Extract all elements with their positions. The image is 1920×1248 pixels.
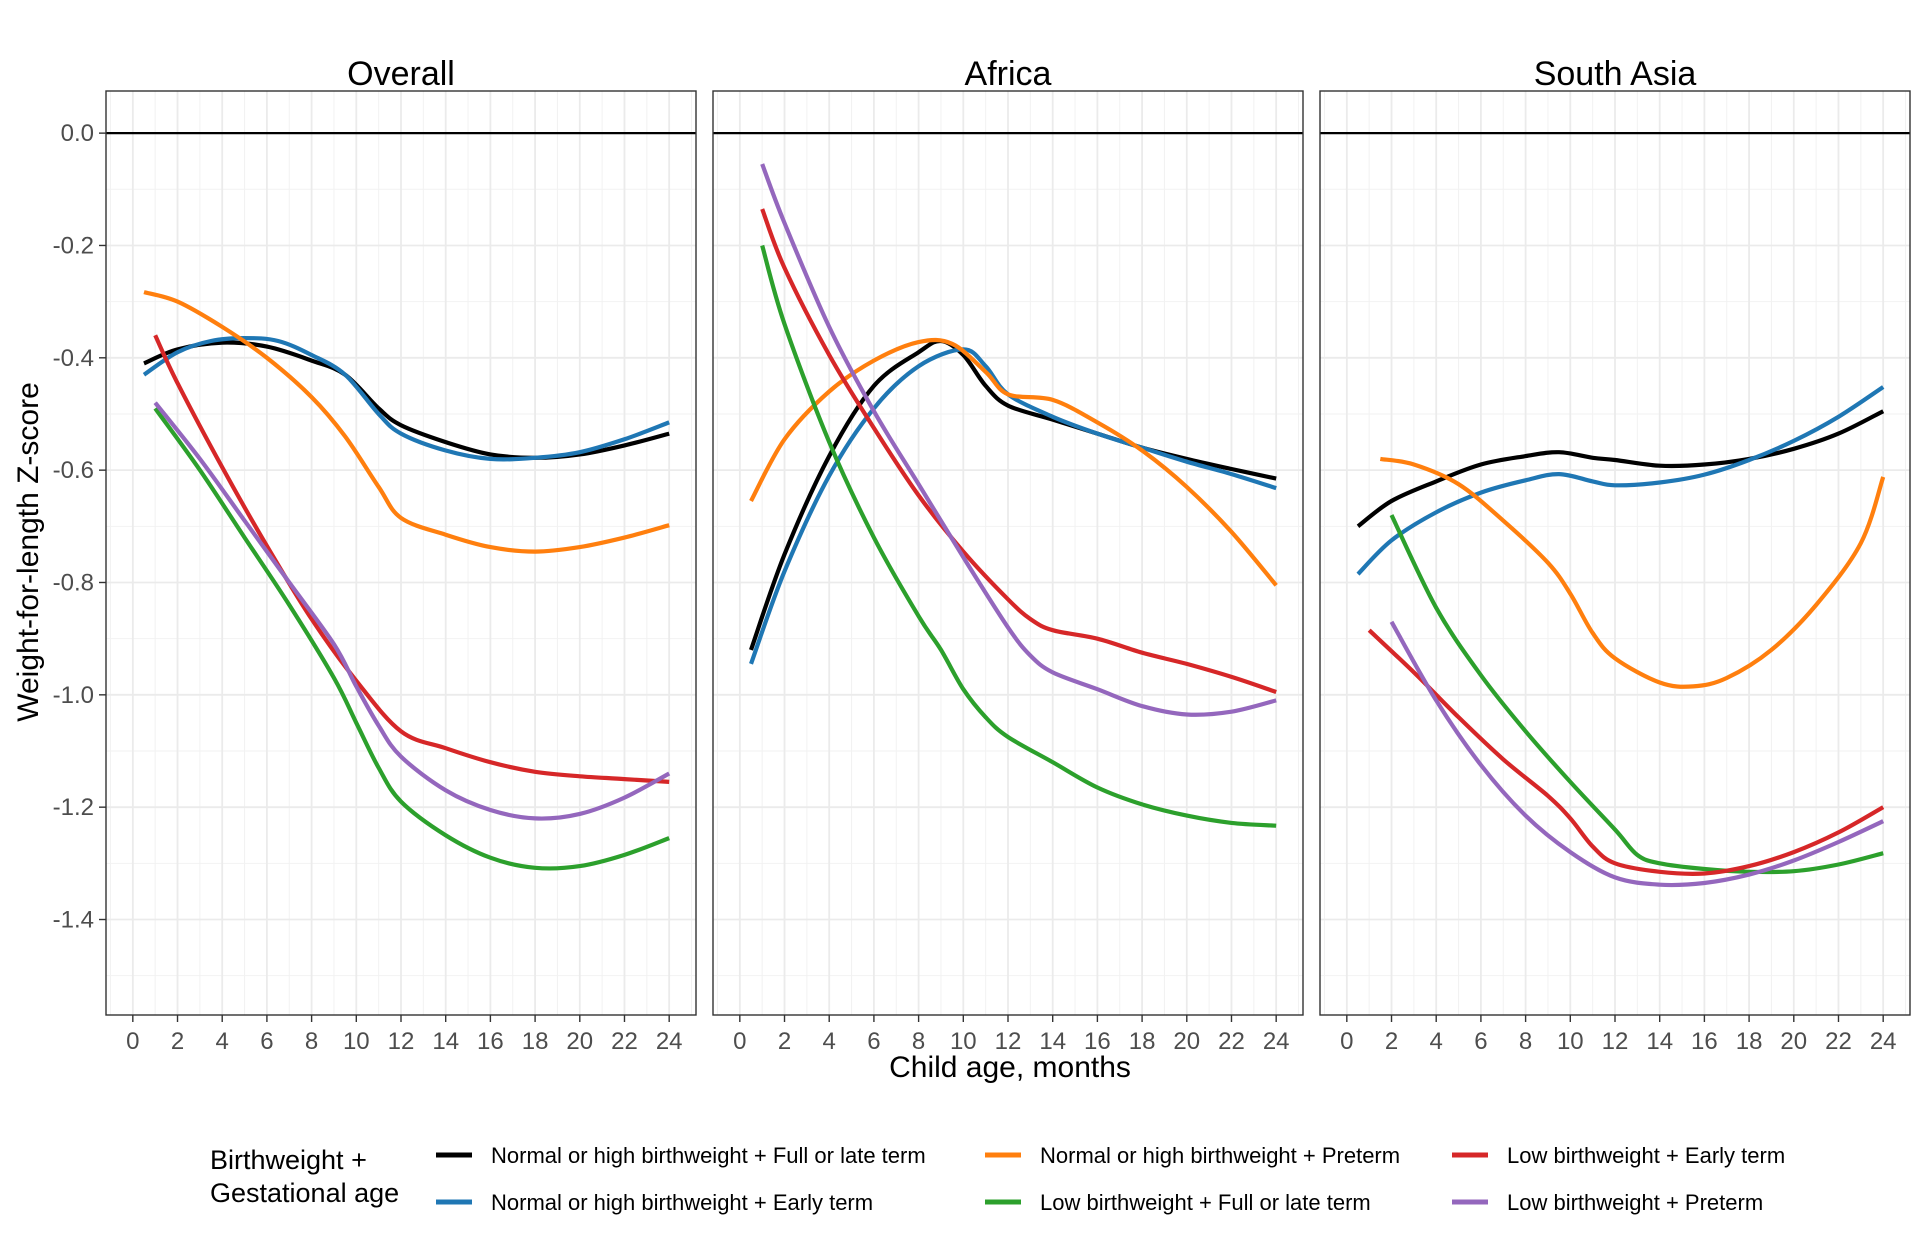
x-tick-label: 24 bbox=[1263, 1028, 1290, 1055]
x-tick-label: 12 bbox=[995, 1028, 1022, 1055]
series-line-4 bbox=[1367, 628, 1885, 876]
legend-entry-label: Low birthweight + Full or late term bbox=[1040, 1190, 1371, 1215]
x-tick-label: 4 bbox=[823, 1028, 836, 1055]
x-tick-label: 14 bbox=[1646, 1028, 1673, 1055]
x-tick-label: 22 bbox=[1825, 1028, 1852, 1055]
x-tick-label: 20 bbox=[1173, 1028, 1200, 1055]
series-line-4 bbox=[153, 334, 670, 784]
series-line-3 bbox=[1389, 514, 1884, 875]
legend: Birthweight + Gestational age Normal or … bbox=[210, 1143, 1785, 1215]
legend-entry-label: Normal or high birthweight + Preterm bbox=[1040, 1143, 1400, 1168]
series-line-2 bbox=[1379, 456, 1886, 689]
y-tick-label: -0.4 bbox=[53, 345, 94, 372]
series-line-4 bbox=[760, 208, 1277, 694]
panel-gridlines bbox=[713, 91, 1303, 1015]
x-tick-label: 16 bbox=[1084, 1028, 1111, 1055]
x-tick-label: 18 bbox=[522, 1028, 549, 1055]
x-tick-label: 10 bbox=[343, 1028, 370, 1055]
x-tick-label: 2 bbox=[1385, 1028, 1398, 1055]
x-tick-label: 8 bbox=[305, 1028, 318, 1055]
legend-title-line2: Gestational age bbox=[210, 1178, 399, 1208]
x-tick-label: 2 bbox=[171, 1028, 184, 1055]
series-line-2 bbox=[143, 290, 670, 554]
x-tick-label: 22 bbox=[1218, 1028, 1245, 1055]
panel-gridlines bbox=[106, 91, 696, 1015]
x-tick-label: 18 bbox=[1736, 1028, 1763, 1055]
legend-entry-label: Normal or high birthweight + Full or lat… bbox=[491, 1143, 926, 1168]
legend-entry-4: Low birthweight + Early term bbox=[1452, 1143, 1785, 1168]
series-line-0 bbox=[1356, 409, 1885, 528]
y-tick-label: 0.0 bbox=[61, 120, 94, 147]
facet-title: Africa bbox=[965, 55, 1052, 93]
series-line-1 bbox=[749, 347, 1277, 665]
series-line-1 bbox=[1356, 385, 1885, 576]
panel-gridlines bbox=[1320, 91, 1910, 1015]
x-tick-label: 16 bbox=[1691, 1028, 1718, 1055]
legend-entry-3: Low birthweight + Full or late term bbox=[985, 1190, 1371, 1215]
series-line-1 bbox=[142, 336, 670, 462]
y-tick-label: -0.6 bbox=[53, 457, 94, 484]
x-tick-label: 14 bbox=[432, 1028, 459, 1055]
facet-title: South Asia bbox=[1534, 55, 1697, 93]
legend-entry-2: Normal or high birthweight + Preterm bbox=[985, 1143, 1400, 1168]
x-tick-label: 2 bbox=[778, 1028, 791, 1055]
x-tick-label: 8 bbox=[1519, 1028, 1532, 1055]
x-tick-label: 12 bbox=[388, 1028, 415, 1055]
y-tick-label: -0.2 bbox=[53, 232, 94, 259]
x-tick-label: 18 bbox=[1129, 1028, 1156, 1055]
facet-title: Overall bbox=[347, 55, 455, 93]
y-axis-title: Weight-for-length Z-score bbox=[12, 382, 45, 722]
x-tick-label: 10 bbox=[950, 1028, 977, 1055]
series-line-5 bbox=[760, 163, 1277, 717]
y-axis: 0.0 -0.2 -0.4 -0.6 -0.8 -1.0 -1.2 -1.4 bbox=[53, 120, 106, 934]
legend-entry-label: Normal or high birthweight + Early term bbox=[491, 1190, 873, 1215]
x-tick-label: 10 bbox=[1557, 1028, 1584, 1055]
x-tick-label: 6 bbox=[867, 1028, 880, 1055]
series-line-3 bbox=[153, 407, 670, 871]
x-tick-label: 4 bbox=[216, 1028, 229, 1055]
x-tick-label: 6 bbox=[1474, 1028, 1487, 1055]
y-tick-label: -1.0 bbox=[53, 682, 94, 709]
x-axis-title: Child age, months bbox=[889, 1051, 1131, 1084]
legend-entry-0: Normal or high birthweight + Full or lat… bbox=[436, 1143, 926, 1168]
series-line-5 bbox=[1389, 620, 1885, 888]
x-tick-label: 12 bbox=[1602, 1028, 1629, 1055]
x-tick-label: 20 bbox=[566, 1028, 593, 1055]
x-tick-label: 16 bbox=[477, 1028, 504, 1055]
y-tick-label: -0.8 bbox=[53, 569, 94, 596]
x-tick-label: 24 bbox=[656, 1028, 683, 1055]
x-tick-label: 22 bbox=[611, 1028, 638, 1055]
legend-entry-5: Low birthweight + Preterm bbox=[1452, 1190, 1763, 1215]
x-tick-label: 0 bbox=[1340, 1028, 1353, 1055]
x-tick-label: 8 bbox=[912, 1028, 925, 1055]
series-line-3 bbox=[760, 244, 1277, 828]
x-tick-label: 4 bbox=[1430, 1028, 1443, 1055]
legend-entry-label: Low birthweight + Early term bbox=[1507, 1143, 1785, 1168]
legend-title-line1: Birthweight + bbox=[210, 1145, 367, 1175]
x-tick-label: 24 bbox=[1870, 1028, 1897, 1055]
y-tick-label: -1.4 bbox=[53, 907, 94, 934]
x-tick-label: 0 bbox=[733, 1028, 746, 1055]
legend-entry-1: Normal or high birthweight + Early term bbox=[436, 1190, 873, 1215]
x-tick-label: 14 bbox=[1039, 1028, 1066, 1055]
y-tick-label: -1.2 bbox=[53, 794, 94, 821]
series-line-2 bbox=[749, 337, 1278, 587]
x-tick-label: 0 bbox=[126, 1028, 139, 1055]
x-tick-label: 20 bbox=[1780, 1028, 1807, 1055]
x-tick-label: 6 bbox=[260, 1028, 273, 1055]
series-line-5 bbox=[153, 401, 671, 821]
legend-entry-label: Low birthweight + Preterm bbox=[1507, 1190, 1763, 1215]
